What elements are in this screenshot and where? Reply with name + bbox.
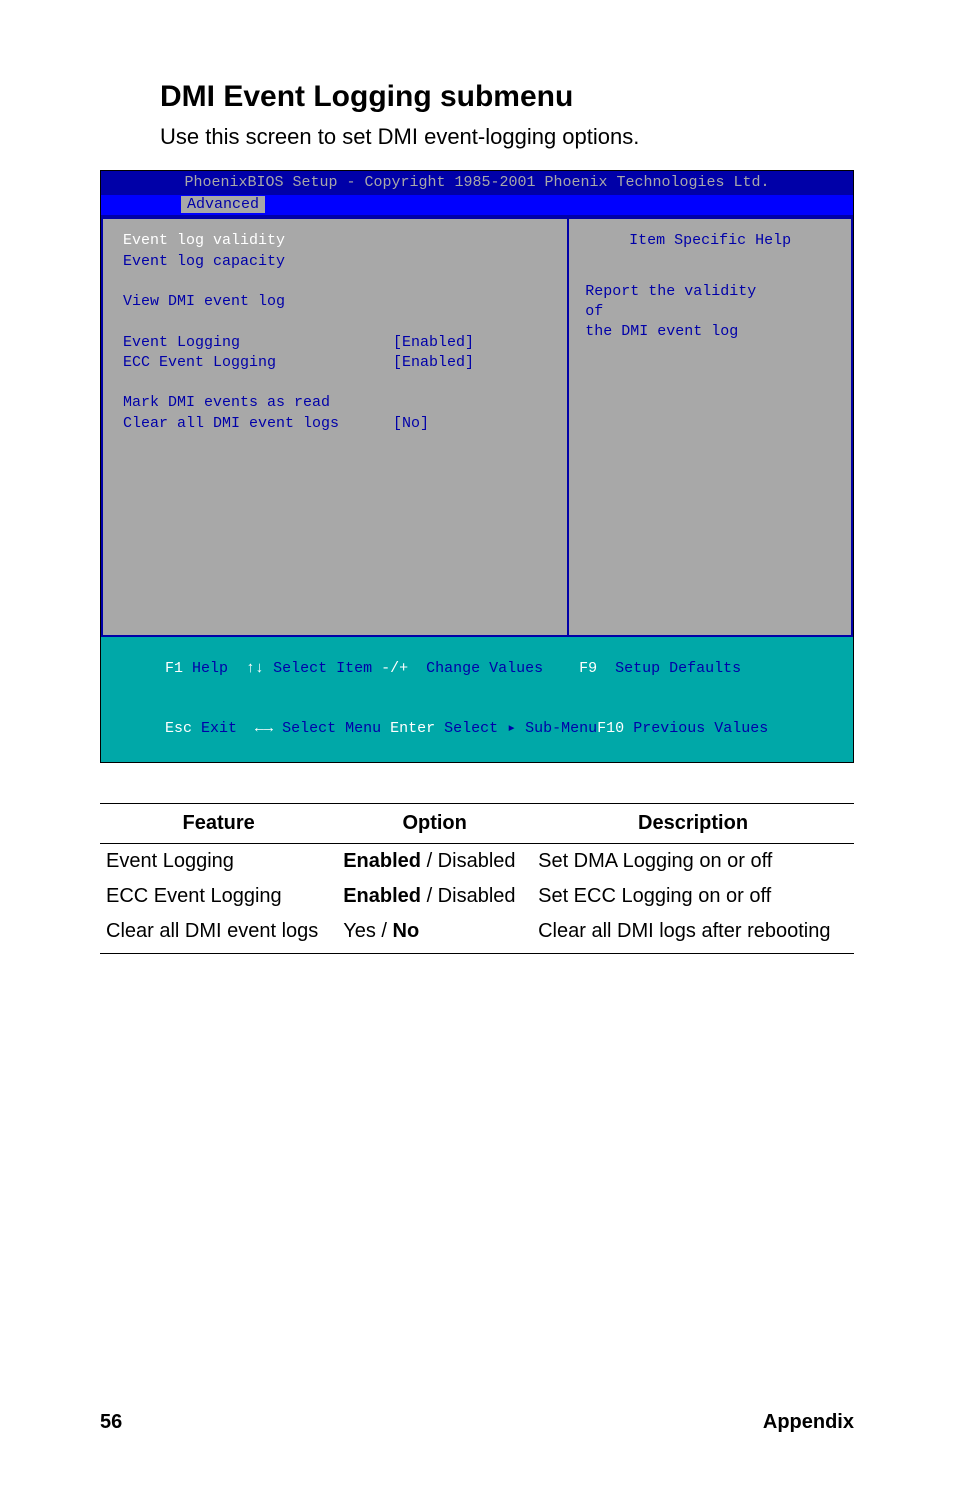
cell-option: Yes / No — [337, 914, 532, 954]
bios-help-panel: Item Specific Help Report the validity o… — [567, 217, 853, 637]
footkey-leftright: ←→ — [255, 720, 273, 737]
foottext: Select Menu — [273, 720, 390, 737]
bios-item-value: [No] — [393, 415, 429, 432]
table-row: Clear all DMI event logsYes / NoClear al… — [100, 914, 854, 954]
table-row: ECC Event LoggingEnabled / DisabledSet E… — [100, 879, 854, 914]
bios-item[interactable]: Event log capacity — [123, 252, 547, 272]
cell-desc: Set DMA Logging on or off — [532, 843, 854, 879]
foottext: Select ▸ Sub-Menu — [435, 720, 597, 737]
bios-title: PhoenixBIOS Setup - Copyright 1985-2001 … — [101, 171, 853, 195]
cell-feature: Clear all DMI event logs — [100, 914, 337, 954]
bios-item[interactable]: Event Logging[Enabled] — [123, 333, 547, 353]
foottext: Exit — [192, 720, 255, 737]
cell-feature: ECC Event Logging — [100, 879, 337, 914]
help-text: Report the validity of the DMI event log — [585, 282, 835, 343]
footkey-f10: F10 — [597, 720, 624, 737]
help-title: Item Specific Help — [585, 231, 835, 251]
foottext: Select Item — [264, 660, 381, 677]
footkey-f1: F1 — [165, 660, 183, 677]
bios-footer: F1 Help ↑↓ Select Item -/+ Change Values… — [101, 637, 853, 762]
th-feature: Feature — [100, 803, 337, 843]
footkey-plusminus: -/+ — [381, 660, 408, 677]
cell-option: Enabled / Disabled — [337, 879, 532, 914]
th-option: Option — [337, 803, 532, 843]
bios-item[interactable]: ECC Event Logging[Enabled] — [123, 353, 547, 373]
bios-item-label: ECC Event Logging — [123, 353, 393, 373]
footkey-f9: F9 — [579, 660, 597, 677]
bios-item — [123, 272, 547, 292]
bios-item[interactable]: Clear all DMI event logs[No] — [123, 414, 547, 434]
footkey-esc: Esc — [165, 720, 192, 737]
table-row: Event LoggingEnabled / DisabledSet DMA L… — [100, 843, 854, 879]
bios-item-value: [Enabled] — [393, 354, 474, 371]
foottext: Help — [183, 660, 246, 677]
cell-option: Enabled / Disabled — [337, 843, 532, 879]
page-number-right: Appendix — [763, 1411, 854, 1434]
cell-desc: Set ECC Logging on or off — [532, 879, 854, 914]
bios-item-label: Event log validity — [123, 231, 393, 251]
footkey-updown: ↑↓ — [246, 660, 264, 677]
page-number-left: 56 — [100, 1411, 122, 1434]
bios-item[interactable]: Mark DMI events as read — [123, 393, 547, 413]
bios-item-label: View DMI event log — [123, 292, 393, 312]
bios-main-panel: Event log validityEvent log capacity View… — [101, 217, 567, 637]
bios-menubar[interactable]: Advanced — [101, 195, 853, 215]
bios-item-label: Event Logging — [123, 333, 393, 353]
page-heading: DMI Event Logging submenu — [160, 80, 854, 114]
bios-item-value: [Enabled] — [393, 334, 474, 351]
bios-item-label: Mark DMI events as read — [123, 393, 393, 413]
foottext: Change Values — [408, 660, 579, 677]
bios-item[interactable]: View DMI event log — [123, 292, 547, 312]
bios-item[interactable]: Event log validity — [123, 231, 547, 251]
cell-feature: Event Logging — [100, 843, 337, 879]
footkey-enter: Enter — [390, 720, 435, 737]
bios-item — [123, 373, 547, 393]
cell-desc: Clear all DMI logs after rebooting — [532, 914, 854, 954]
feature-table: Feature Option Description Event Logging… — [100, 803, 854, 954]
foottext: Setup Defaults — [597, 660, 741, 677]
foottext: Previous Values — [624, 720, 768, 737]
tab-advanced[interactable]: Advanced — [181, 196, 265, 213]
bios-item-label: Clear all DMI event logs — [123, 414, 393, 434]
bios-item-label: Event log capacity — [123, 252, 393, 272]
bios-window: PhoenixBIOS Setup - Copyright 1985-2001 … — [100, 170, 854, 763]
th-desc: Description — [532, 803, 854, 843]
page-subtitle: Use this screen to set DMI event-logging… — [160, 124, 854, 150]
bios-item — [123, 312, 547, 332]
